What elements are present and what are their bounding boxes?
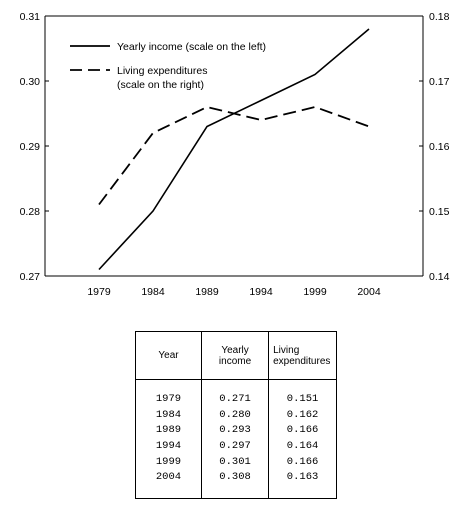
table-cell: 1989 [155, 424, 182, 437]
header-income-line: income [218, 355, 252, 367]
legend-label: Yearly income (scale on the left) [117, 41, 266, 53]
yearly-income-column: 0.271 0.280 0.293 0.297 0.301 0.308 [200, 379, 270, 499]
table-cell: 0.297 [219, 440, 251, 452]
left-tick-label: 0.27 [20, 271, 41, 283]
table-body-row: 1979 1984 1989 1994 1999 2004 0.271 0.28… [135, 379, 337, 499]
x-axis-ticks: 1979 1984 1989 1994 1999 2004 [87, 286, 381, 298]
table-cell: 1979 [155, 392, 182, 405]
header-living-expenditures: Living expenditures [268, 331, 337, 380]
left-tick-label: 0.31 [20, 11, 41, 23]
table-cell: 0.280 [219, 408, 251, 421]
table-cell: 1999 [155, 455, 182, 468]
x-tick-label: 1994 [249, 286, 273, 298]
table-cell: 1994 [155, 440, 182, 452]
chart-legend: Yearly income (scale on the left) Living … [70, 41, 266, 91]
table-cell: 0.308 [219, 471, 251, 484]
table-cell: 0.166 [286, 424, 319, 437]
x-tick-label: 1999 [303, 286, 327, 298]
right-tick-label: 0.14 [429, 271, 450, 283]
living-expenditures-line [98, 106, 370, 206]
table-cell: 0.271 [219, 392, 251, 405]
table-header-row: Year Yearly income Living expenditures [135, 331, 337, 380]
x-tick-label: 1979 [87, 286, 111, 298]
header-living-line: expenditures [273, 355, 331, 367]
table-cell: 0.162 [286, 408, 319, 421]
line-chart: 0.270.280.290.300.31 0.140.150.160.170.1… [20, 11, 450, 298]
chart-axes [44, 15, 424, 277]
right-tick-label: 0.16 [429, 141, 450, 153]
x-tick-label: 2004 [357, 286, 381, 298]
table-cell: 1984 [155, 408, 182, 421]
table-cell: 0.163 [286, 471, 319, 484]
living-expenditures-column: 0.151 0.162 0.166 0.164 0.166 0.163 [268, 379, 337, 499]
year-column: 1979 1984 1989 1994 1999 2004 [135, 379, 202, 499]
left-tick-label: 0.30 [20, 76, 41, 88]
right-axis-ticks: 0.14 0.15 0.16 0.17 0.18 [419, 11, 450, 283]
legend-label: (scale on the right) [117, 79, 204, 91]
table-cell: 0.164 [286, 440, 319, 452]
header-year-line: Year [158, 350, 179, 361]
header-income-line: Yearly [221, 344, 249, 356]
right-tick-label: 0.15 [429, 206, 450, 218]
left-axis-ticks: 0.27 0.28 0.29 0.30 0.31 [20, 11, 49, 283]
right-tick-label: 0.18 [429, 11, 450, 23]
chart-series [98, 28, 370, 271]
table-cell: 0.166 [286, 455, 319, 468]
table-cell: 0.151 [286, 392, 319, 405]
table-cell: 0.301 [219, 455, 251, 468]
left-tick-label: 0.29 [20, 141, 41, 153]
header-living-line: Living [273, 344, 300, 356]
data-table: Year Yearly income Living expenditures 1… [135, 331, 337, 499]
header-yearly-income: Yearly income [200, 331, 270, 380]
table-cell: 0.293 [219, 424, 251, 437]
header-year: Year [135, 331, 202, 380]
legend-label: Living expenditures [117, 65, 207, 77]
x-tick-label: 1984 [141, 286, 165, 298]
right-tick-label: 0.17 [429, 76, 450, 88]
table-cell: 2004 [155, 471, 182, 484]
x-tick-label: 1989 [195, 286, 219, 298]
left-tick-label: 0.28 [20, 206, 41, 218]
